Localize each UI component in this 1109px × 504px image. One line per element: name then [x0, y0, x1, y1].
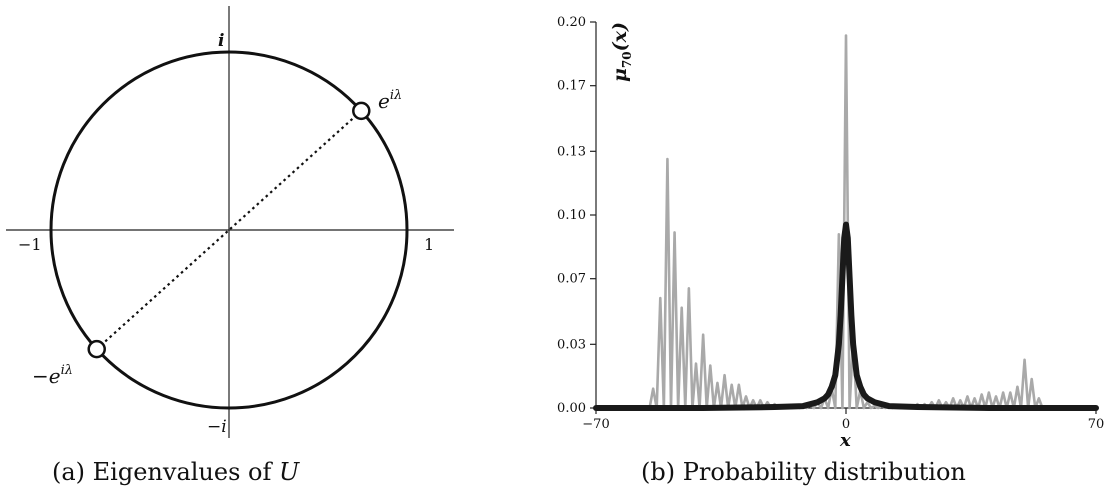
- y-tick-label: 0.13: [557, 144, 586, 159]
- y-tick-label: 0.03: [557, 337, 586, 352]
- x-tick-label: 0: [842, 417, 850, 432]
- y-axis-label: μ70(x): [609, 22, 634, 82]
- caption-eigenvalues: (a) Eigenvalues of U: [52, 458, 299, 486]
- y-tick-label: 0.07: [557, 272, 586, 287]
- panel-probability: 0.00 0.03 0.07 0.10 0.13 0.17 0.20 −70 0 70 μ70(x…: [520, 0, 1109, 504]
- unit-circle: [49, 50, 409, 410]
- eigenvalue-point-upper: [352, 101, 371, 121]
- y-tick-label: 0.10: [557, 208, 586, 223]
- eigenvalue-point-lower: [87, 339, 106, 359]
- unit-circle-diagram: i −i −1 1 eiλ −eiλ: [6, 6, 454, 438]
- plot-layer: 0.00 0.03 0.07 0.10 0.13 0.17 0.20 −70 0 70: [557, 15, 1104, 432]
- label-minus-one: −1: [18, 235, 42, 254]
- x-tick-label: −70: [582, 417, 609, 432]
- x-axis-label: x: [839, 430, 851, 451]
- y-tick-label: 0.20: [557, 15, 586, 30]
- x-tick-label: 70: [1088, 417, 1105, 432]
- y-tick-label: 0.17: [557, 79, 586, 94]
- panel-eigenvalues: i −i −1 1 eiλ −eiλ (a) Eigenvalues of U: [0, 0, 470, 504]
- y-tick-label: 0.00: [557, 401, 586, 416]
- label-i-bottom: −i: [207, 417, 227, 437]
- label-one: 1: [424, 235, 434, 254]
- series-histogram-line: [594, 34, 1098, 410]
- caption-a-var: U: [279, 458, 300, 486]
- caption-probability: (b) Probability distribution: [641, 458, 966, 486]
- label-eigen-lower: −eiλ: [32, 363, 73, 388]
- series-fit-line: [593, 221, 1099, 411]
- label-eigen-upper: eiλ: [378, 88, 402, 113]
- probability-chart: 0.00 0.03 0.07 0.10 0.13 0.17 0.20 −70 0 70 μ70(x…: [557, 15, 1104, 451]
- caption-a-text: (a) Eigenvalues of: [52, 458, 272, 486]
- label-i-top: i: [218, 31, 224, 51]
